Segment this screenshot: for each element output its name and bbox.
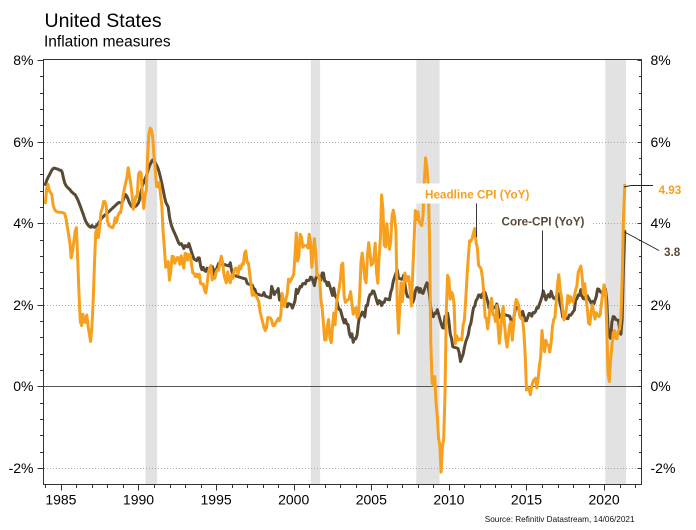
svg-text:Inflation measures: Inflation measures xyxy=(44,34,171,51)
svg-text:1995: 1995 xyxy=(201,492,232,508)
svg-text:2%: 2% xyxy=(13,297,33,313)
svg-text:Headline CPI (YoY): Headline CPI (YoY) xyxy=(425,188,529,201)
svg-text:1985: 1985 xyxy=(45,492,76,508)
svg-text:2%: 2% xyxy=(651,297,671,313)
svg-text:2015: 2015 xyxy=(511,492,542,508)
svg-text:8%: 8% xyxy=(13,52,33,68)
svg-text:2020: 2020 xyxy=(589,492,620,508)
svg-text:Core-CPI (YoY): Core-CPI (YoY) xyxy=(502,216,585,229)
svg-text:0%: 0% xyxy=(651,378,671,394)
svg-text:-2%: -2% xyxy=(651,460,676,476)
svg-text:2000: 2000 xyxy=(278,492,309,508)
svg-text:6%: 6% xyxy=(13,134,33,150)
svg-text:6%: 6% xyxy=(651,134,671,150)
svg-text:2005: 2005 xyxy=(356,492,387,508)
svg-text:-2%: -2% xyxy=(9,460,34,476)
svg-text:2010: 2010 xyxy=(433,492,464,508)
svg-text:Source: Refinitiv Datastream,: Source: Refinitiv Datastream, 14/06/2021 xyxy=(485,515,635,524)
svg-text:8%: 8% xyxy=(651,52,671,68)
svg-text:1990: 1990 xyxy=(123,492,154,508)
svg-text:0%: 0% xyxy=(13,378,33,394)
svg-text:4%: 4% xyxy=(651,215,671,231)
svg-text:United States: United States xyxy=(45,10,162,32)
svg-text:3.8: 3.8 xyxy=(664,246,681,259)
svg-text:4%: 4% xyxy=(13,215,33,231)
svg-text:4.93: 4.93 xyxy=(659,184,682,197)
